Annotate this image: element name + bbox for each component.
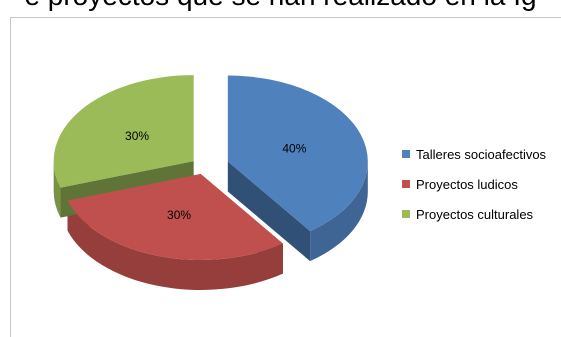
- chart-title-fragment: e proyectos que se han realizado en la I…: [0, 0, 561, 12]
- legend-label-ludicos: Proyectos ludicos: [416, 176, 518, 192]
- legend-swatch-culturales: [402, 210, 410, 218]
- legend-label-talleres: Talleres socioafectivos: [416, 146, 547, 162]
- legend-item-ludicos: Proyectos ludicos: [402, 169, 546, 199]
- legend-swatch-talleres: [402, 150, 410, 158]
- slice-wall-ludicos: [67, 200, 283, 290]
- slice-side-talleres-1: [227, 161, 311, 262]
- slice-ludicos: [67, 173, 283, 260]
- legend-item-culturales: Proyectos culturales: [402, 199, 546, 229]
- legend-item-talleres: Talleres socioafectivos: [402, 139, 546, 169]
- slice-culturales: [53, 75, 194, 188]
- slice-wall-talleres: [310, 161, 368, 262]
- slice-wall-culturales: [53, 161, 61, 218]
- legend-label-culturales: Proyectos culturales: [416, 206, 534, 222]
- slice-talleres: [227, 75, 368, 232]
- legend-swatch-ludicos: [402, 180, 410, 188]
- chart-frame: [10, 17, 561, 337]
- slice-label-talleres: 40%: [282, 141, 306, 155]
- slice-label-ludicos: 30%: [167, 208, 191, 222]
- slice-label-culturales: 30%: [125, 129, 149, 143]
- chart-legend: Talleres socioafectivos Proyectos ludico…: [402, 139, 546, 229]
